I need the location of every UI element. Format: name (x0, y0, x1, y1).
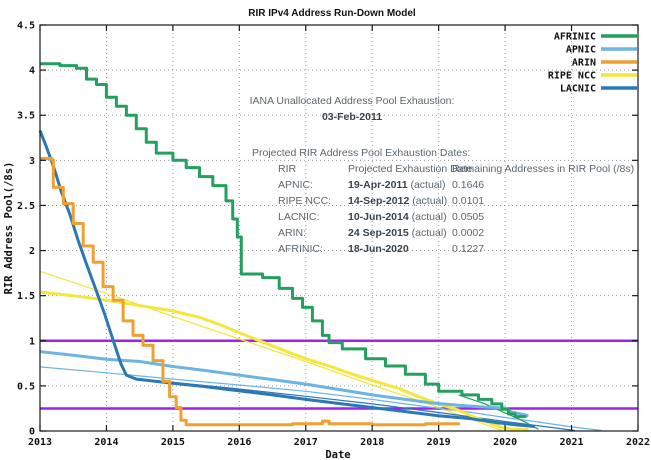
legend: AFRINIC APNIC ARIN RIPE NCC LACNIC (548, 32, 637, 95)
plot-border (39, 24, 639, 432)
x-axis-title: Date (325, 449, 350, 460)
x-tick-label: 2013 (28, 437, 52, 448)
iana-exhaustion-date: 03-Feb-2011 (322, 111, 382, 123)
series-lacnic (38, 130, 536, 428)
legend-label-apnic: APNIC (566, 45, 596, 56)
exhaustion-date: 19-Apr-2011 (348, 179, 408, 191)
table-header-rir: RIR (278, 163, 297, 175)
series-apnic-model (39, 366, 602, 432)
table-rows: APNIC: 19-Apr-2011 (actual) 0.1646 RIPE NCC… (278, 179, 484, 255)
date-note: (actual) (409, 211, 447, 223)
x-tick-label: 2020 (493, 437, 517, 448)
x-tick-label: 2019 (427, 437, 451, 448)
x-tick-label: 2022 (626, 437, 650, 448)
y-axis-title: RIR Address Pool(/8s) (3, 162, 15, 295)
x-tick-label: 2015 (161, 437, 185, 448)
table-cell-remaining: 0.0002 (452, 227, 484, 239)
date-note: (actual) (408, 179, 446, 191)
table-cell-date: 14-Sep-2012 (actual) (348, 195, 447, 207)
table-cell-remaining: 0.1227 (452, 243, 484, 255)
table-header-remaining: Remaining Addresses in RIR Pool (/8s) (452, 163, 634, 175)
table-cell-remaining: 0.0101 (452, 195, 484, 207)
table-cell-rir: ARIN: (278, 227, 306, 239)
table-row: RIPE NCC: 14-Sep-2012 (actual) 0.0101 (278, 195, 484, 207)
x-tick-label: 2017 (294, 437, 318, 448)
y-tick-label: 0.5 (17, 381, 35, 392)
exhaustion-date: 24 Sep-2015 (348, 227, 409, 239)
series-layer (38, 62, 602, 432)
y-tick-label: 4.5 (17, 21, 35, 32)
table-cell-remaining: 0.0505 (452, 211, 484, 223)
legend-label-arin: ARIN (572, 58, 596, 69)
x-tick-label: 2014 (94, 437, 118, 448)
table-cell-rir: AFRINIC: (278, 243, 323, 255)
x-tick-label: 2016 (227, 437, 251, 448)
table-row: ARIN: 24 Sep-2015 (actual) 0.0002 (278, 227, 484, 239)
table-header-date: Projected Exhaustion Date (348, 163, 472, 175)
y-tick-label: 3 (29, 156, 35, 167)
table-cell-date: 18-Jun-2020 (348, 243, 409, 255)
tick-labels-layer: 2013 2014 2015 2016 2017 2018 2019 2020 2021 2022… (17, 21, 650, 449)
table-cell-date: 24 Sep-2015 (actual) (348, 227, 447, 239)
table-cell-date: 10-Jun-2014 (actual) (348, 211, 447, 223)
y-tick-label: 0 (29, 427, 35, 438)
table-cell-rir: APNIC: (278, 179, 313, 191)
x-tick-label: 2018 (360, 437, 384, 448)
table-row: LACNIC: 10-Jun-2014 (actual) 0.0505 (278, 211, 484, 223)
table-cell-rir: RIPE NCC: (278, 195, 331, 207)
y-tick-label: 2.5 (17, 201, 35, 212)
y-tick-label: 4 (29, 66, 35, 77)
series-apnic (39, 350, 529, 418)
table-row: APNIC: 19-Apr-2011 (actual) 0.1646 (278, 179, 484, 191)
tick-marks-layer (39, 24, 639, 432)
x-tick-label: 2021 (560, 437, 584, 448)
legend-label-ripe-ncc: RIPE NCC (548, 71, 596, 82)
exhaustion-date: 10-Jun-2014 (348, 211, 409, 223)
series-afrinic-model (458, 394, 539, 430)
date-note: (actual) (409, 227, 447, 239)
legend-label-afrinic: AFRINIC (554, 32, 596, 43)
y-tick-label: 1.5 (17, 291, 35, 302)
legend-label-lacnic: LACNIC (560, 84, 596, 95)
table-cell-date: 19-Apr-2011 (actual) (348, 179, 445, 191)
series-arin (40, 157, 461, 427)
exhaustion-date: 18-Jun-2020 (348, 243, 409, 255)
y-tick-label: 3.5 (17, 111, 35, 122)
table-cell-remaining: 0.1646 (452, 179, 484, 191)
exhaustion-date: 14-Sep-2012 (348, 195, 409, 207)
y-tick-label: 1 (29, 336, 35, 347)
iana-exhaustion-label: IANA Unallocated Address Pool Exhaustion… (250, 95, 455, 107)
table-title: Projected RIR Address Pool Exhaustion Da… (252, 147, 470, 159)
series-afrinic (40, 62, 527, 419)
chart-title: RIR IPv4 Address Run-Down Model (248, 8, 416, 19)
threshold-lines-layer (40, 339, 638, 410)
date-note: (actual) (409, 195, 447, 207)
y-tick-label: 2 (29, 246, 35, 257)
table-row: AFRINIC: 18-Jun-2020 0.1227 (278, 243, 484, 255)
table-cell-rir: LACNIC: (278, 211, 319, 223)
table-header-row: RIR Projected Exhaustion Date Remaining … (278, 163, 634, 175)
